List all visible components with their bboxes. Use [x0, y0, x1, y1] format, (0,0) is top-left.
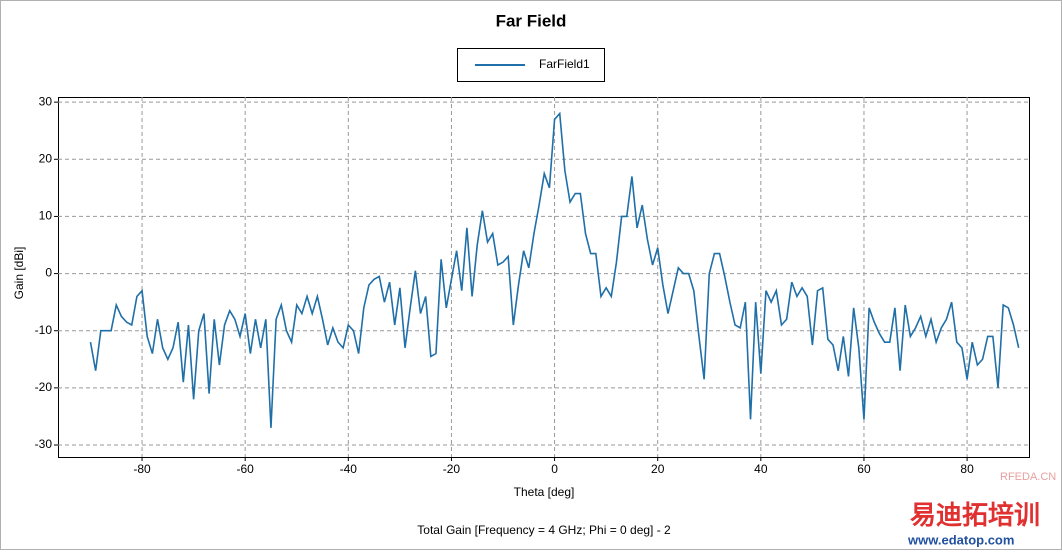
chart-title: Far Field [496, 11, 567, 30]
x-tick-label: 80 [960, 462, 974, 476]
watermark: 易迪拓培训 [910, 500, 1040, 530]
y-tick-label: 30 [39, 94, 53, 108]
x-tick-label: -20 [443, 462, 461, 476]
y-axis-label: Gain [dBi] [12, 247, 26, 300]
watermark: RFEDA.CN [1000, 471, 1056, 483]
x-tick-label: -60 [237, 462, 255, 476]
y-tick-label: -30 [35, 437, 53, 451]
x-tick-label: 0 [551, 462, 558, 476]
x-axis-label: Theta [deg] [514, 485, 575, 499]
legend-label: FarField1 [539, 57, 590, 71]
x-tick-label: -80 [133, 462, 151, 476]
x-tick-label: 20 [651, 462, 665, 476]
plot-area [58, 97, 1030, 458]
chart-subtitle: Total Gain [Frequency = 4 GHz; Phi = 0 d… [417, 523, 671, 537]
y-tick-label: 10 [39, 209, 53, 223]
y-tick-label: 0 [45, 266, 52, 280]
watermark: www.edatop.com [907, 532, 1014, 547]
y-tick-label: -10 [35, 323, 53, 337]
y-tick-label: 20 [39, 151, 53, 165]
x-tick-label: -40 [340, 462, 358, 476]
y-tick-label: -20 [35, 380, 53, 394]
data-line [89, 111, 1020, 428]
x-tick-label: 40 [754, 462, 768, 476]
x-tick-label: 60 [857, 462, 871, 476]
